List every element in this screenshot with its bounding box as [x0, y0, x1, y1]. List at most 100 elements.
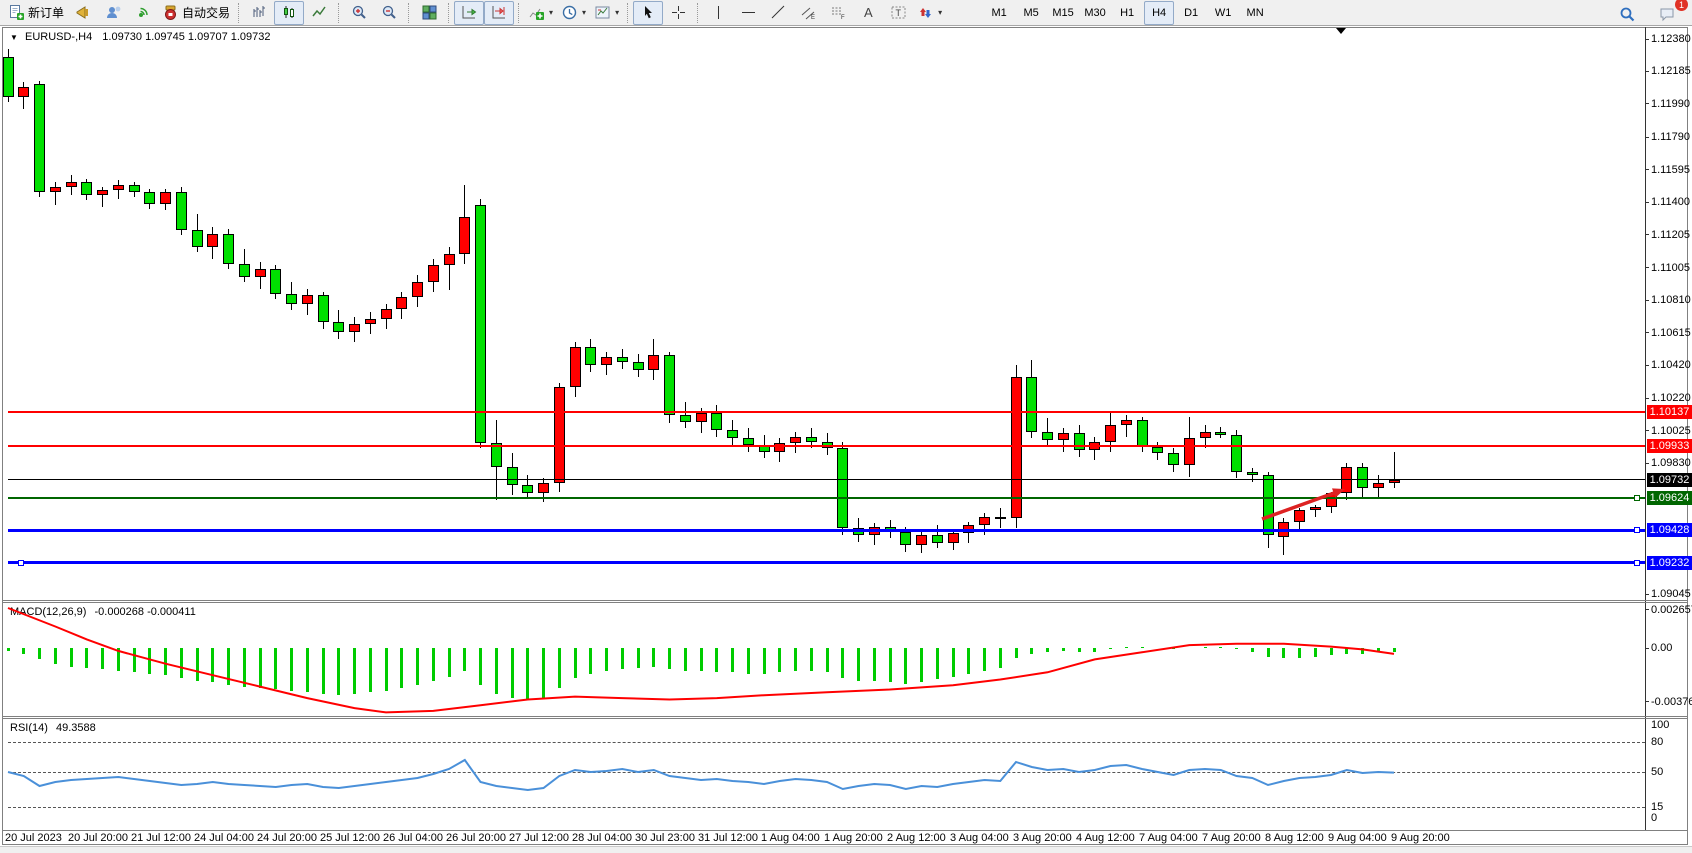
timeframe-mn-button[interactable]: MN: [1246, 6, 1264, 19]
bar-chart-icon: [251, 4, 268, 21]
timeframe-m1-button[interactable]: M1: [991, 6, 1007, 19]
notification-badge: 1: [1675, 0, 1688, 11]
macd-histogram-bar: [699, 648, 703, 671]
candle: [569, 346, 581, 387]
shouter-button[interactable]: [68, 1, 98, 25]
macd-histogram-bar: [1046, 648, 1049, 653]
timeframe-w1-button[interactable]: W1: [1214, 6, 1232, 19]
candle-chart-icon: [281, 4, 298, 21]
hline-handle[interactable]: [1634, 527, 1640, 534]
chat-button[interactable]: 1: [1652, 0, 1688, 26]
candle: [1136, 420, 1148, 447]
candle: [695, 413, 707, 422]
timeframe-h1-button[interactable]: H1: [1120, 6, 1135, 19]
candle-chart-button[interactable]: [274, 0, 305, 25]
price-tick-label: 1.11400: [1651, 196, 1690, 209]
macd-histogram-bar: [1392, 648, 1396, 652]
chart-shift-button[interactable]: [484, 0, 515, 25]
rsi-axis-label: 0: [1651, 812, 1658, 824]
line-chart-icon: [311, 4, 328, 21]
macd-histogram-bar: [746, 648, 750, 674]
rsi-label: RSI(14): [10, 722, 48, 734]
candle: [1309, 506, 1321, 510]
signals-button[interactable]: [128, 1, 158, 25]
hline-handle[interactable]: [1634, 559, 1640, 566]
hline[interactable]: [8, 445, 1645, 448]
hline[interactable]: [8, 561, 1645, 565]
hline[interactable]: [8, 496, 1645, 499]
hline-handle[interactable]: [18, 559, 24, 566]
price-tick: [1645, 299, 1649, 301]
macd-histogram-bar: [1093, 648, 1097, 653]
zoom-in-button[interactable]: [344, 1, 374, 25]
rsi-line: [7, 758, 1395, 792]
templates-button[interactable]: ▾: [590, 1, 623, 25]
arrows-button[interactable]: ▾: [913, 1, 946, 25]
trendline-button[interactable]: [763, 1, 793, 25]
auto-scroll-button[interactable]: [454, 0, 485, 25]
candle: [616, 356, 628, 362]
candle: [459, 217, 471, 254]
candle: [632, 361, 644, 371]
periods-button[interactable]: ▾: [557, 1, 590, 25]
rsi-axis-label: 50: [1651, 766, 1664, 778]
indicators-button[interactable]: ▾: [524, 1, 557, 25]
candle: [254, 268, 266, 277]
vertical-line-button[interactable]: [703, 1, 733, 25]
time-axis-label: 31 Jul 12:00: [698, 832, 758, 844]
macd-histogram-bar: [1298, 648, 1301, 658]
candle: [97, 190, 108, 196]
chart-title: ▼ EURUSD-,H4 1.09730 1.09745 1.09707 1.0…: [10, 31, 271, 43]
fibonacci-button[interactable]: F: [823, 1, 853, 25]
hline[interactable]: [8, 479, 1645, 481]
macd-values: -0.000268 -0.000411: [94, 606, 196, 618]
macd-histogram-bar: [227, 648, 230, 686]
macd-axis-label: -0.003764: [1651, 695, 1692, 708]
text-label-button[interactable]: T: [883, 1, 913, 25]
candle: [553, 386, 565, 484]
timeframe-switcher: M1 M5 M15 M30 H1 H4 D1 W1 MN: [984, 0, 1270, 25]
tile-windows-button[interactable]: [414, 1, 444, 25]
macd-histogram-bar: [1030, 648, 1034, 654]
hline-handle[interactable]: [1634, 494, 1640, 501]
community-icon: [105, 4, 122, 21]
line-chart-button[interactable]: [304, 1, 334, 25]
horizontal-line-button[interactable]: [733, 1, 763, 25]
hline[interactable]: [8, 411, 1645, 414]
candle: [34, 83, 45, 193]
community-button[interactable]: [98, 1, 128, 25]
new-order-button[interactable]: 新订单: [4, 1, 68, 25]
timeframe-d1-button[interactable]: D1: [1184, 6, 1199, 19]
macd-histogram-bar: [872, 648, 876, 681]
candle: [1325, 493, 1337, 507]
search-button[interactable]: [1612, 2, 1642, 26]
time-axis-label: 28 Jul 04:00: [572, 832, 632, 844]
candle: [994, 516, 1006, 519]
timeframe-m30-button[interactable]: M30: [1084, 6, 1106, 19]
text-button[interactable]: A: [853, 1, 883, 25]
timeframe-h4-button[interactable]: H4: [1144, 0, 1175, 25]
timeframe-m15-button[interactable]: M15: [1052, 6, 1074, 19]
symbol-dropdown-icon[interactable]: ▼: [10, 33, 18, 42]
rsi-level-line: [8, 771, 1645, 773]
candle: [916, 534, 927, 545]
svg-text:F: F: [841, 15, 845, 21]
macd-histogram-bar: [809, 648, 813, 671]
price-axis-line: [1645, 27, 1646, 830]
crosshair-button[interactable]: [663, 1, 693, 25]
cursor-button[interactable]: [633, 0, 664, 25]
macd-histogram-bar: [935, 648, 939, 680]
autotrading-button[interactable]: 自动交易: [158, 1, 234, 25]
toolbar-separator: [238, 2, 240, 23]
candle: [1388, 479, 1400, 484]
timeframe-m5-button[interactable]: M5: [1023, 6, 1039, 19]
price-label-box: 1.09232: [1647, 555, 1692, 570]
hline[interactable]: [8, 528, 1645, 532]
macd-histogram-bar: [1376, 648, 1380, 653]
time-axis-label: 8 Aug 12:00: [1265, 832, 1324, 844]
equidistant-channel-button[interactable]: E: [793, 1, 823, 25]
macd-histogram-bar: [416, 648, 419, 686]
toolbar-right-group: 1: [1612, 0, 1688, 26]
bar-chart-button[interactable]: [244, 1, 274, 25]
zoom-out-button[interactable]: [374, 1, 404, 25]
